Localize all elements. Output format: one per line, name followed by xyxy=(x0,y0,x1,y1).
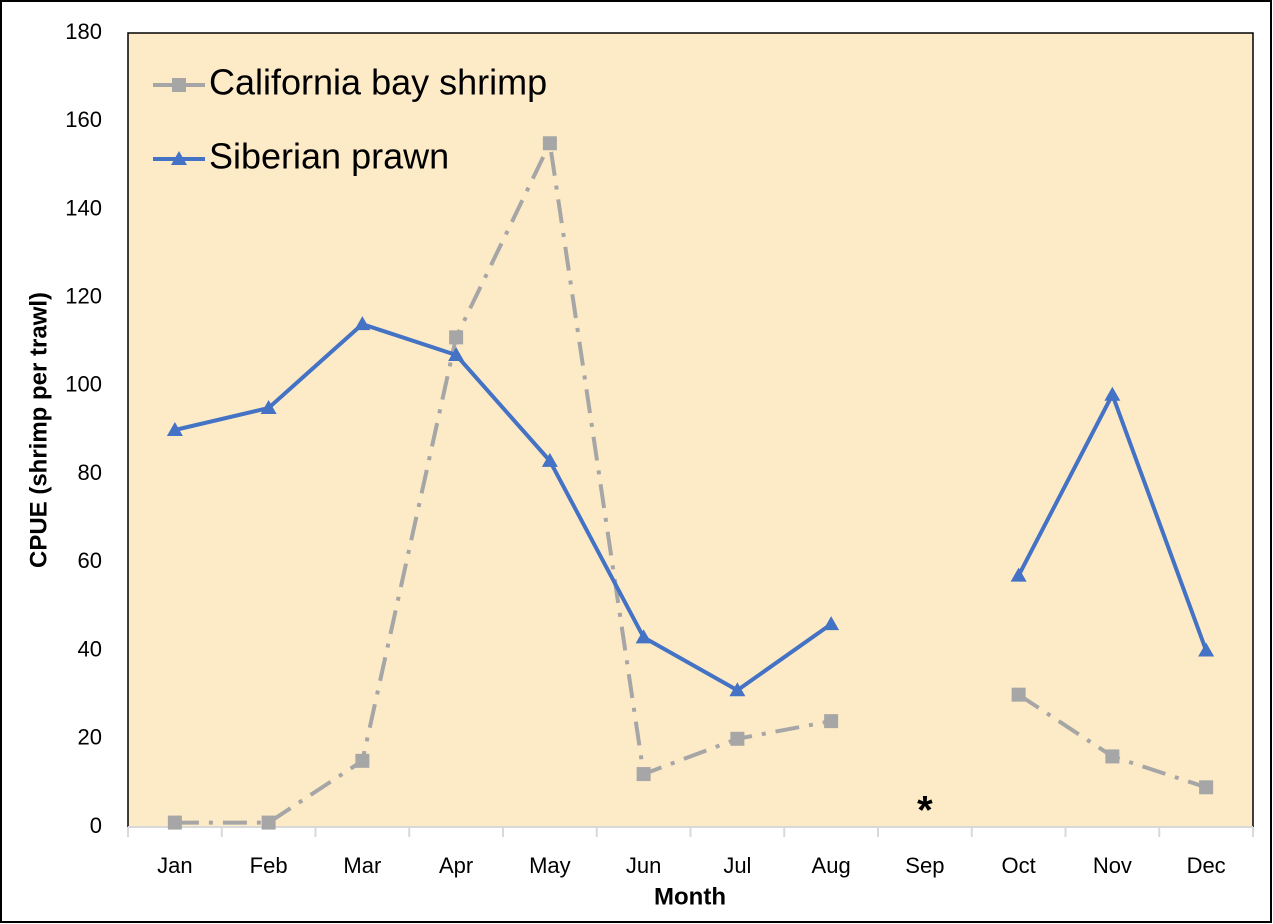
marker xyxy=(635,629,652,644)
y-tick-label: 160 xyxy=(65,107,102,132)
annotation: * xyxy=(917,789,933,833)
x-tick-label: Oct xyxy=(1002,853,1036,878)
x-tick-label: Nov xyxy=(1093,853,1132,878)
y-axis-title: CPUE (shrimp per trawl) xyxy=(25,292,52,568)
x-tick-label: Jun xyxy=(626,853,661,878)
marker xyxy=(1105,749,1120,764)
marker xyxy=(1011,687,1026,702)
marker xyxy=(171,151,187,165)
y-tick-label: 60 xyxy=(78,548,102,573)
marker xyxy=(449,330,464,345)
marker xyxy=(354,316,371,331)
plot-area xyxy=(127,32,1254,828)
marker xyxy=(261,815,276,830)
legend-label: California bay shrimp xyxy=(209,62,547,103)
marker xyxy=(1199,780,1214,795)
marker xyxy=(541,452,558,467)
marker xyxy=(1010,567,1027,582)
y-tick-label: 180 xyxy=(65,19,102,44)
x-tick-label: Jul xyxy=(723,853,751,878)
x-axis-title: Month xyxy=(654,883,726,910)
x-tick-label: Dec xyxy=(1187,853,1226,878)
x-tick-label: Aug xyxy=(812,853,851,878)
y-tick-label: 20 xyxy=(78,725,102,750)
x-tick-label: Feb xyxy=(250,853,288,878)
x-tick-label: Mar xyxy=(343,853,381,878)
marker xyxy=(1104,386,1121,401)
marker xyxy=(823,616,840,631)
x-tick-label: Sep xyxy=(905,853,944,878)
marker xyxy=(172,78,186,92)
marker xyxy=(448,347,465,362)
y-tick-label: 80 xyxy=(78,460,102,485)
legend-label: Siberian prawn xyxy=(209,136,449,177)
series-line xyxy=(174,322,833,693)
marker xyxy=(730,731,745,746)
marker xyxy=(167,815,182,830)
x-tick-label: Jan xyxy=(157,853,192,878)
y-tick-label: 140 xyxy=(65,195,102,220)
marker xyxy=(260,399,277,414)
marker xyxy=(824,714,839,729)
x-tick-label: May xyxy=(529,853,571,878)
marker xyxy=(1198,642,1215,657)
series-line xyxy=(174,141,832,825)
y-tick-label: 40 xyxy=(78,636,102,661)
x-tick-label: Apr xyxy=(439,853,473,878)
y-tick-label: 120 xyxy=(65,283,102,308)
marker xyxy=(636,767,651,782)
marker xyxy=(542,136,557,151)
marker xyxy=(166,422,183,436)
marker xyxy=(729,682,746,697)
marker xyxy=(355,753,370,768)
y-tick-label: 0 xyxy=(90,813,102,838)
y-tick-label: 100 xyxy=(65,372,102,397)
